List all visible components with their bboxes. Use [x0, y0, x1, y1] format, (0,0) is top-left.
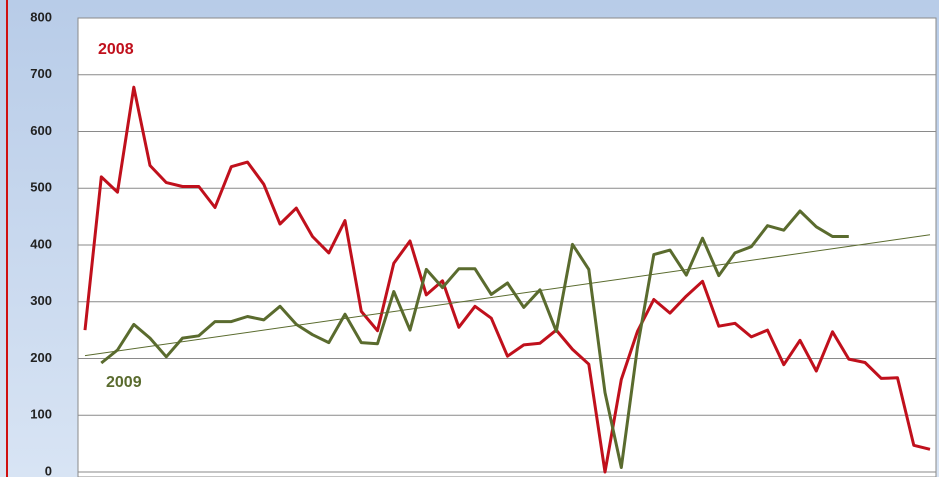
series-label: 2009 [106, 374, 142, 391]
y-tick-label: 200 [30, 350, 52, 365]
y-tick-label: 100 [30, 407, 52, 422]
y-tick-label: 800 [30, 9, 52, 24]
series-line [83, 85, 931, 474]
trend-line [84, 234, 931, 357]
series-group [83, 85, 931, 474]
y-tick-label: 700 [30, 66, 52, 81]
y-tick-label: 0 [45, 463, 52, 477]
y-tick-label: 300 [30, 293, 52, 308]
series-line [100, 209, 849, 469]
plot-area [77, 17, 937, 477]
y-tick-label: 600 [30, 123, 52, 138]
y-tick-label: 400 [30, 236, 52, 251]
series-label: 2008 [98, 41, 134, 58]
y-tick-label: 500 [30, 180, 52, 195]
grid: 0 100 200 300 400 500 600 700 800 [30, 9, 936, 477]
